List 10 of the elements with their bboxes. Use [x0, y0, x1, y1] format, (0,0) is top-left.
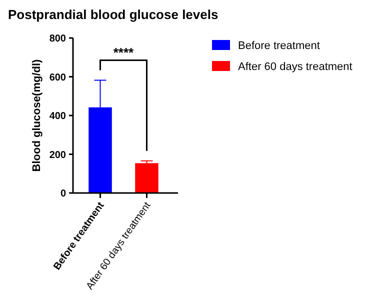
y-tick-label: 800 [49, 34, 66, 44]
y-tick-label: 600 [49, 72, 66, 84]
legend-label: Before treatment [238, 40, 320, 52]
annotation: **** [113, 45, 135, 60]
y-axis-title: Blood glucose(mg/dl) [31, 58, 43, 172]
y-tick-label: 200 [49, 150, 66, 161]
chart-title: Postprandial blood glucose levels [8, 7, 218, 22]
legend-label: After 60 days treatment [238, 61, 352, 73]
y-tick-label: 0 [60, 188, 66, 200]
y-tick-label: 400 [49, 111, 66, 122]
